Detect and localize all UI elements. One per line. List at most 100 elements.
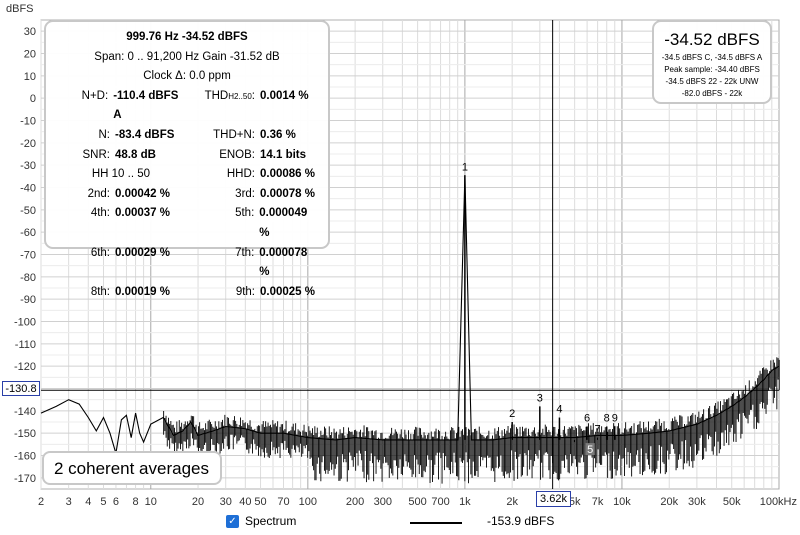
legend-line-swatch [410, 522, 462, 524]
x-tick-label: 500 [408, 496, 426, 508]
harmonic-label-1: 1 [462, 161, 468, 173]
level-peak-sample: Peak sample: -34.40 dBFS [664, 65, 760, 74]
harmonic-label-8: 8 [604, 412, 610, 424]
spectrum-noise-floor [163, 357, 780, 484]
x-tick-label: 20k [660, 496, 678, 508]
harmonic-label-bg-5 [585, 443, 595, 456]
harmonic-label-4: 4 [556, 404, 562, 416]
n-label: N: [98, 128, 111, 141]
y-tick-label: 10 [24, 71, 36, 83]
thdn-label: THD+N: [213, 128, 255, 141]
x-tick-label: 10 [145, 496, 157, 508]
stats-clock-delta: Clock Δ: 0.0 ppm [143, 70, 231, 83]
h9-label: 9th: [235, 285, 255, 298]
spectrum-checkbox[interactable]: ✓ [226, 514, 239, 528]
h3-value: 0.00078 % [260, 187, 315, 200]
hh-label: HH 10 .. 50 [91, 168, 150, 181]
x-tick-label: 20 [192, 496, 204, 508]
x-tick-label: 70 [277, 496, 289, 508]
y-axis-unit: dBFS [6, 3, 34, 15]
x-tick-label: 10k [613, 496, 631, 508]
h6-label: 6th: [90, 246, 110, 259]
y-tick-label: 30 [24, 26, 36, 38]
enob-label: ENOB: [219, 148, 255, 161]
h7-label: 7th: [235, 246, 255, 259]
level-weighted: -34.5 dBFS C, -34.5 dBFS A [661, 53, 763, 62]
x-tick-label: 100kHz [760, 496, 797, 508]
y-tick-label: -110 [15, 339, 36, 351]
h8-label: 8th: [90, 285, 110, 298]
legend-spectrum[interactable]: ✓ Spectrum [226, 514, 296, 528]
h5-label: 5th: [235, 207, 255, 220]
h5-value: 0.000049 % [259, 207, 308, 239]
y-tick-label: -10 [20, 116, 36, 128]
stats-span-gain: Span: 0 .. 91,200 Hz Gain -31.52 dB [94, 50, 280, 63]
snr-value: 48.8 dB [115, 148, 156, 161]
cursor-y-readout[interactable]: -130.8 [2, 381, 40, 396]
nd-value: -110.4 dBFS A [113, 89, 179, 122]
enob-value: 14.1 bits [260, 148, 307, 161]
x-tick-label: 300 [374, 496, 392, 508]
y-tick-label: -90 [20, 294, 36, 306]
level-unweighted: -34.5 dBFS 22 - 22k UNW [665, 77, 759, 86]
y-tick-label: -60 [20, 227, 36, 239]
h9-value: 0.00025 % [260, 285, 315, 298]
h7-value: 0.000078 % [259, 246, 308, 279]
x-tick-label: 50k [723, 496, 741, 508]
x-axis-ticks: 2 3 4 5 6 8 10 20 30 40 50 70 100 200 300 500 700 1k 2k 5k 7… [38, 496, 797, 508]
harmonic-label-9: 9 [612, 412, 618, 424]
y-axis-ticks: 30 20 10 0 -10 -20 -30 -40 -50 -60 -70 -80 -90 -100 -1… [14, 26, 36, 485]
harmonic-label-2: 2 [509, 408, 515, 420]
y-tick-label: -50 [20, 205, 36, 217]
x-tick-label: 30 [220, 496, 232, 508]
n-value: -83.4 dBFS [115, 128, 175, 141]
y-tick-label: -150 [14, 428, 36, 440]
h6-value: 0.00029 % [115, 246, 170, 259]
x-tick-label: 7k [592, 496, 604, 508]
y-tick-label: -120 [14, 361, 36, 373]
x-tick-label: 30k [688, 496, 706, 508]
harmonic-label-7: 7 [595, 424, 601, 436]
h2-label: 2nd: [87, 187, 110, 200]
h8-value: 0.00019 % [115, 285, 170, 298]
h3-label: 3rd: [235, 187, 255, 200]
x-tick-label: 50 [254, 496, 266, 508]
x-tick-label: 100 [299, 496, 317, 508]
y-tick-label: 20 [24, 49, 36, 61]
measurement-stats-panel[interactable]: 999.76 Hz -34.52 dBFS Span: 0 .. 91,200 … [44, 20, 330, 298]
y-tick-label: -100 [14, 317, 36, 329]
averages-label: 2 coherent averages [42, 451, 222, 485]
level-main-value: -34.52 dBFS [664, 30, 760, 49]
x-tick-label: 4 [85, 496, 91, 508]
level-noise: -82.0 dBFS - 22k [681, 89, 743, 98]
x-tick-label: 3 [66, 496, 72, 508]
y-tick-label: -170 [14, 473, 36, 485]
x-tick-label: 40 [239, 496, 251, 508]
hhd-label: HHD: [226, 168, 255, 181]
cursor-x-readout[interactable]: 3.62k [536, 491, 571, 507]
nd-label: N+D: [81, 89, 109, 102]
y-tick-label: -160 [14, 451, 36, 463]
x-tick-label: 1k [459, 496, 471, 508]
y-tick-label: -40 [20, 183, 36, 195]
x-tick-label: 2 [38, 496, 44, 508]
x-tick-label: 5k [569, 496, 581, 508]
thd-value: 0.0014 % [260, 89, 309, 102]
h2-value: 0.00042 % [115, 187, 170, 200]
harmonic-label-6: 6 [584, 412, 590, 424]
thd-label: THDH2..50: [204, 89, 255, 102]
h4-label: 4th: [90, 207, 110, 220]
h4-value: 0.00037 % [115, 207, 170, 220]
x-tick-label: 2k [506, 496, 518, 508]
level-readout-panel[interactable]: -34.52 dBFS -34.5 dBFS C, -34.5 dBFS A P… [652, 20, 772, 104]
x-tick-label: 700 [431, 496, 449, 508]
x-tick-label: 6 [113, 496, 119, 508]
y-tick-label: 0 [30, 93, 36, 105]
y-tick-label: -70 [20, 250, 36, 262]
y-tick-label: -20 [20, 138, 36, 150]
harmonic-markers: 1 2 3 4 5 678 9 [462, 161, 618, 456]
x-tick-label: 8 [132, 496, 138, 508]
y-tick-label: -80 [20, 272, 36, 284]
snr-label: SNR: [82, 148, 110, 161]
hhd-value: 0.00086 % [260, 168, 315, 181]
